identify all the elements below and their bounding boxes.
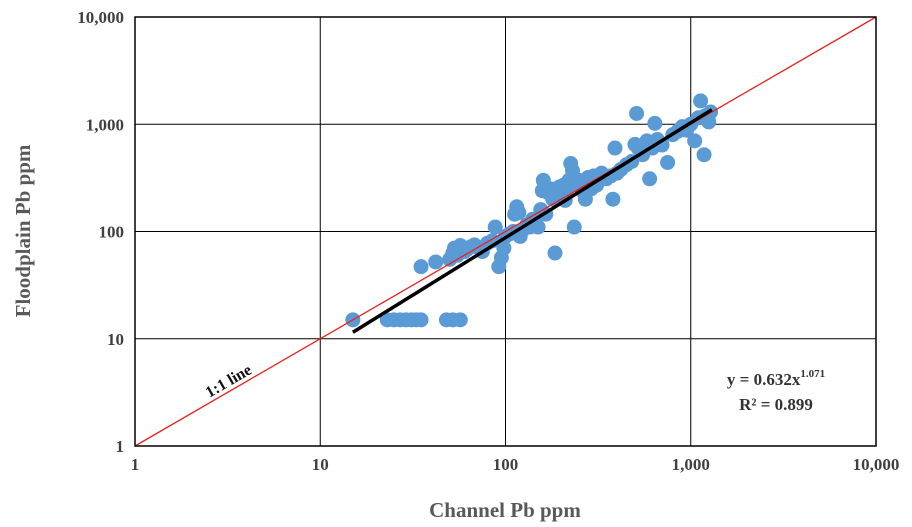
- scatter-point: [487, 219, 503, 235]
- x-tick-label: 100: [493, 455, 519, 474]
- r-squared-annotation: R² = 0.899: [739, 395, 813, 414]
- scatter-point: [607, 140, 623, 156]
- plot-frame: [134, 16, 877, 447]
- scatter-point: [413, 259, 429, 275]
- x-axis-title: Channel Pb ppm: [429, 498, 581, 522]
- data-points: [345, 93, 719, 328]
- x-tick-label: 1: [131, 455, 140, 474]
- x-tick-label: 1,000: [672, 455, 710, 474]
- y-tick-labels: 1 10 100 1,000 10,000: [77, 8, 124, 456]
- y-tick-label: 1: [116, 437, 125, 456]
- y-tick-label: 10,000: [77, 8, 124, 27]
- x-tick-label: 10,000: [853, 455, 900, 474]
- scatter-point: [530, 219, 546, 235]
- scatter-point: [547, 245, 563, 261]
- scatter-point: [413, 312, 429, 328]
- scatter-point: [629, 105, 645, 121]
- scatter-point: [428, 254, 444, 270]
- power-fit-line: [351, 108, 713, 334]
- scatter-point: [566, 219, 582, 235]
- scatter-point: [660, 154, 676, 170]
- scatter-point: [647, 115, 663, 131]
- scatter-point: [496, 240, 512, 256]
- x-tick-label: 10: [312, 455, 329, 474]
- scatter-point: [687, 133, 703, 149]
- equation-main: y = 0.632x: [727, 370, 801, 389]
- scatter-point: [511, 205, 527, 221]
- x-tick-labels: 1 10 100 1,000 10,000: [131, 455, 900, 474]
- y-tick-label: 1,000: [86, 115, 124, 134]
- equation-exponent: 1.071: [800, 368, 825, 380]
- scatter-point: [696, 147, 712, 163]
- scatter-point: [642, 171, 658, 187]
- one-to-one-line: [134, 16, 877, 447]
- equation-annotation: y = 0.632x1.071: [727, 368, 825, 389]
- scatter-point: [452, 312, 468, 328]
- scatter-point: [693, 93, 709, 109]
- scatter-point: [605, 191, 621, 207]
- y-axis-title: Floodplain Pb ppm: [11, 144, 35, 317]
- y-tick-label: 10: [107, 330, 124, 349]
- y-tick-label: 100: [99, 223, 125, 242]
